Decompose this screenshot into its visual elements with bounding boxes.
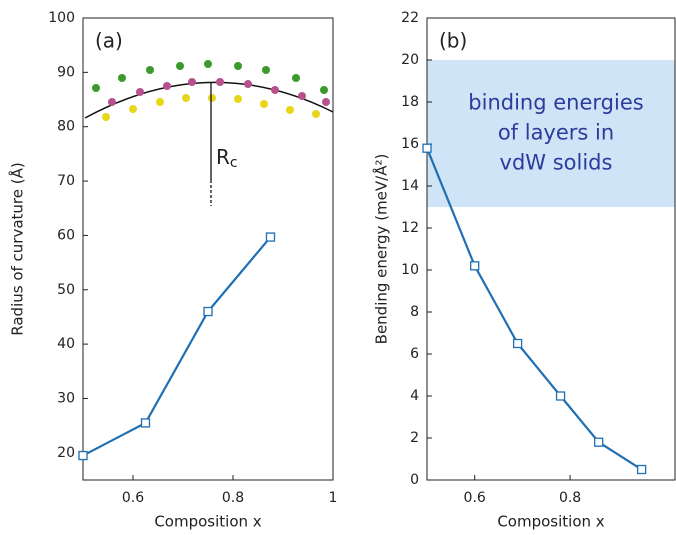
- data-point: [594, 437, 604, 447]
- y-tick-label: 20: [57, 445, 75, 461]
- y-tick-label: 16: [401, 136, 419, 152]
- y-tick-label: 90: [57, 64, 75, 80]
- data-line: [82, 236, 272, 457]
- y-tick-label: 40: [57, 336, 75, 352]
- molecule-illustration: [84, 60, 334, 206]
- panel-label: (b): [439, 29, 467, 53]
- y-tick-label: 22: [401, 10, 419, 26]
- y-tick-label: 2: [410, 430, 419, 446]
- y-tick-label: 4: [410, 388, 419, 404]
- curvature-label: Rc: [216, 145, 238, 172]
- highlight-text: binding energies: [468, 91, 643, 115]
- x-tick-label: 0.6: [122, 490, 144, 506]
- highlight-band: [427, 60, 675, 207]
- y-tick-label: 50: [57, 282, 75, 298]
- x-axis-label: Composition x: [497, 513, 604, 531]
- curvature-symbol: R: [216, 145, 230, 169]
- y-axis-label: Bending energy (meV/Å²): [372, 154, 391, 345]
- y-tick-label: 6: [410, 346, 419, 362]
- data-point: [470, 261, 480, 271]
- highlight-text: vdW solids: [500, 151, 613, 175]
- y-tick-label: 80: [57, 119, 75, 135]
- data-point: [636, 464, 647, 475]
- panel-label: (a): [95, 29, 123, 53]
- data-point: [422, 143, 432, 153]
- y-tick-label: 70: [57, 173, 75, 189]
- y-tick-label: 12: [401, 220, 419, 236]
- highlight-text: of layers in: [498, 121, 614, 145]
- y-tick-label: 60: [57, 227, 75, 243]
- y-tick-label: 14: [401, 178, 419, 194]
- y-tick-label: 18: [401, 94, 419, 110]
- data-point: [78, 450, 88, 461]
- data-point: [203, 306, 213, 317]
- curvature-subscript: c: [230, 155, 238, 171]
- plot-frame: [426, 17, 676, 481]
- y-tick-label: 20: [401, 52, 419, 68]
- data-point: [512, 338, 523, 349]
- x-axis-label: Composition x: [154, 513, 261, 531]
- y-tick-label: 8: [410, 304, 419, 320]
- x-tick-label: 0.6: [464, 490, 486, 506]
- y-axis-label: Radius of curvature (Å): [8, 162, 27, 335]
- data-point: [265, 232, 276, 242]
- plot-frame: [82, 17, 334, 481]
- x-tick-label: 1: [329, 490, 338, 506]
- y-tick-label: 10: [401, 262, 419, 278]
- data-point: [140, 418, 151, 428]
- data-point: [555, 391, 566, 401]
- y-tick-label: 30: [57, 390, 75, 406]
- data-line: [425, 147, 643, 471]
- y-tick-label: 0: [410, 472, 419, 488]
- x-tick-label: 0.8: [222, 490, 244, 506]
- y-tick-label: 100: [48, 10, 75, 26]
- x-tick-label: 0.8: [559, 490, 581, 506]
